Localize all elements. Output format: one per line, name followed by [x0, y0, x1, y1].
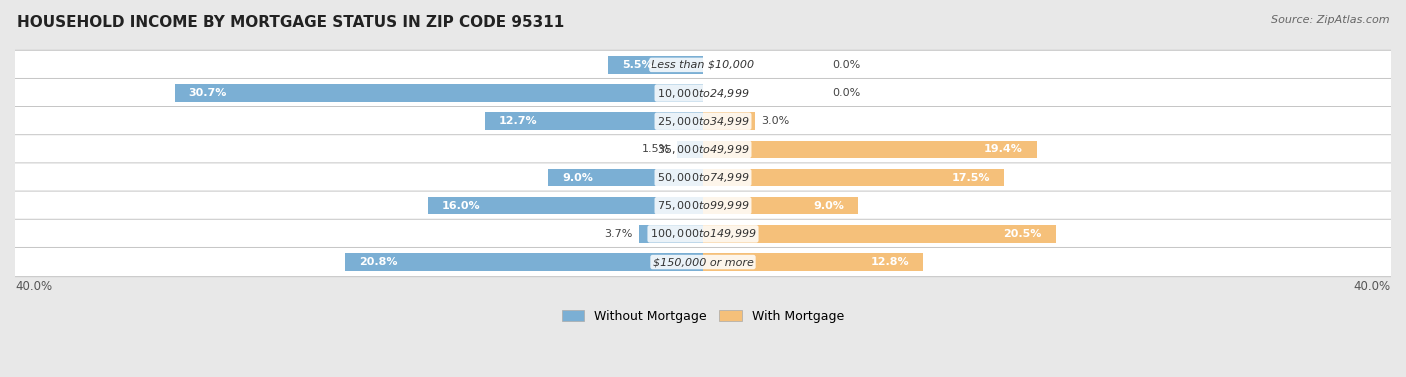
FancyBboxPatch shape [6, 50, 1400, 80]
Text: HOUSEHOLD INCOME BY MORTGAGE STATUS IN ZIP CODE 95311: HOUSEHOLD INCOME BY MORTGAGE STATUS IN Z… [17, 15, 564, 30]
Bar [346, 253, 703, 271]
Text: 0.0%: 0.0% [832, 60, 860, 70]
Text: $150,000 or more: $150,000 or more [652, 257, 754, 267]
Text: 20.8%: 20.8% [359, 257, 398, 267]
Text: Source: ZipAtlas.com: Source: ZipAtlas.com [1271, 15, 1389, 25]
Bar [427, 197, 703, 215]
Bar [640, 225, 703, 243]
Text: 9.0%: 9.0% [562, 173, 593, 182]
Bar [703, 141, 1036, 158]
Bar [485, 112, 703, 130]
Text: 19.4%: 19.4% [984, 144, 1024, 154]
FancyBboxPatch shape [6, 135, 1400, 164]
Text: $75,000 to $99,999: $75,000 to $99,999 [657, 199, 749, 212]
Bar [678, 141, 703, 158]
Text: 17.5%: 17.5% [952, 173, 990, 182]
Bar [703, 197, 858, 215]
Text: 5.5%: 5.5% [623, 60, 652, 70]
Text: 40.0%: 40.0% [1354, 280, 1391, 293]
FancyBboxPatch shape [6, 107, 1400, 136]
Text: $100,000 to $149,999: $100,000 to $149,999 [650, 227, 756, 241]
Bar [703, 253, 924, 271]
Text: $10,000 to $24,999: $10,000 to $24,999 [657, 87, 749, 100]
FancyBboxPatch shape [6, 163, 1400, 192]
FancyBboxPatch shape [6, 219, 1400, 248]
FancyBboxPatch shape [6, 78, 1400, 108]
Text: 3.0%: 3.0% [762, 116, 790, 126]
Text: 1.5%: 1.5% [643, 144, 671, 154]
Text: 9.0%: 9.0% [813, 201, 844, 211]
Bar [703, 112, 755, 130]
Text: 12.8%: 12.8% [870, 257, 910, 267]
Text: 30.7%: 30.7% [188, 88, 228, 98]
Text: 0.0%: 0.0% [832, 88, 860, 98]
Text: 40.0%: 40.0% [15, 280, 52, 293]
FancyBboxPatch shape [6, 247, 1400, 277]
Bar [703, 225, 1056, 243]
Text: 20.5%: 20.5% [1004, 229, 1042, 239]
Text: Less than $10,000: Less than $10,000 [651, 60, 755, 70]
Text: $50,000 to $74,999: $50,000 to $74,999 [657, 171, 749, 184]
Bar [703, 169, 1004, 186]
Bar [174, 84, 703, 102]
Text: $25,000 to $34,999: $25,000 to $34,999 [657, 115, 749, 128]
Bar [548, 169, 703, 186]
Text: 12.7%: 12.7% [498, 116, 537, 126]
Text: 3.7%: 3.7% [605, 229, 633, 239]
Legend: Without Mortgage, With Mortgage: Without Mortgage, With Mortgage [557, 305, 849, 328]
Text: $35,000 to $49,999: $35,000 to $49,999 [657, 143, 749, 156]
FancyBboxPatch shape [6, 191, 1400, 221]
Text: 16.0%: 16.0% [441, 201, 481, 211]
Bar [609, 56, 703, 74]
